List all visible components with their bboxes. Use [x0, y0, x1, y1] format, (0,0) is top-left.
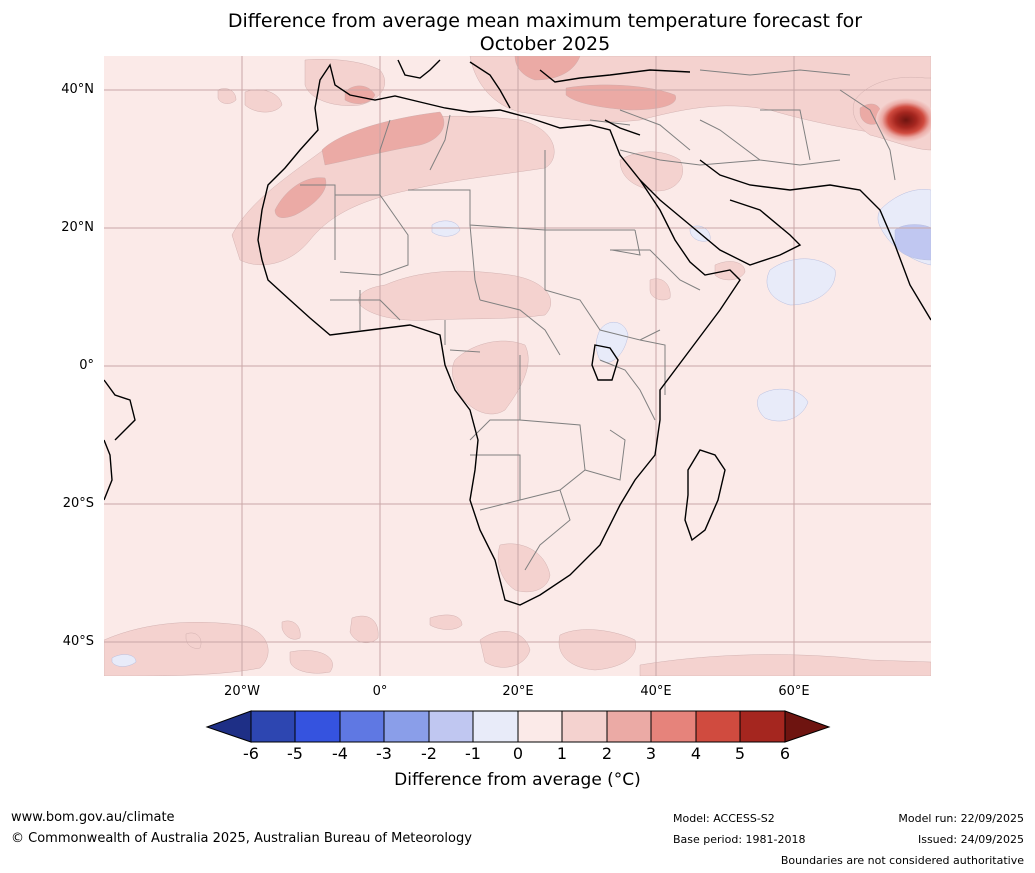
colorbar-swatch [429, 711, 474, 742]
colorbar-swatch [518, 711, 563, 742]
colorbar-swatch [696, 711, 741, 742]
colorbar-tick: 2 [601, 744, 613, 763]
lat-label-20s: 20°S [62, 496, 94, 511]
footer-website-link[interactable]: www.bom.gov.au/climate [11, 810, 175, 825]
title-line-1: Difference from average mean maximum tem… [227, 10, 863, 32]
lon-label-20e: 20°E [502, 684, 534, 699]
lon-label-20w: 20°W [224, 684, 260, 699]
colorbar-tick: 6 [779, 744, 791, 763]
lat-label-40n: 40°N [61, 82, 94, 97]
lon-label-40e: 40°E [640, 684, 672, 699]
title-line-2: October 2025 [479, 33, 611, 55]
colorbar-tick: -2 [421, 744, 437, 763]
colorbar-label: Difference from average (°C) [394, 770, 641, 790]
colorbar-swatch [740, 711, 785, 742]
chart-title: Difference from average mean maximum tem… [150, 10, 940, 56]
colorbar-tick: -4 [332, 744, 348, 763]
colorbar-swatch [562, 711, 607, 742]
colorbar-swatch [473, 711, 518, 742]
footer-disclaimer: Boundaries are not considered authoritat… [780, 854, 1024, 867]
hotspot-core [876, 98, 931, 142]
colorbar-tick: 4 [690, 744, 702, 763]
colorbar-tick: -3 [376, 744, 392, 763]
colorbar-tick: 5 [734, 744, 746, 763]
colorbar-swatch [384, 711, 429, 742]
colorbar-tick: -6 [243, 744, 259, 763]
colorbar-swatch [651, 711, 696, 742]
colorbar-swatch [340, 711, 385, 742]
lon-label-60e: 60°E [778, 684, 810, 699]
colorbar-dividers [294, 711, 741, 742]
colorbar [205, 710, 831, 743]
footer-base-period: Base period: 1981-2018 [673, 833, 806, 846]
footer-model-run: Model run: 22/09/2025 [898, 812, 1024, 825]
colorbar-tick: 0 [512, 744, 524, 763]
footer-issued: Issued: 24/09/2025 [917, 833, 1024, 846]
colorbar-tick: -1 [465, 744, 481, 763]
anomaly-2-3-zones [274, 56, 882, 218]
lon-label-0: 0° [372, 684, 388, 699]
lat-label-equator: 0° [79, 358, 94, 373]
colorbar-tick: -5 [287, 744, 303, 763]
colorbar-tick: 1 [556, 744, 568, 763]
country-borders [300, 69, 896, 571]
footer-model: Model: ACCESS-S2 [673, 812, 775, 825]
footer-copyright: © Commonwealth of Australia 2025, Austra… [11, 831, 472, 846]
lat-label-20n: 20°N [61, 220, 94, 235]
colorbar-swatch [607, 711, 652, 742]
colorbar-swatch [251, 711, 296, 742]
coastlines [104, 59, 931, 606]
anomaly-negative-zones [111, 189, 931, 667]
colorbar-min-arrow [205, 710, 252, 743]
anomaly-hotspot [876, 98, 931, 142]
lat-label-40s: 40°S [62, 634, 94, 649]
colorbar-max-arrow [784, 710, 831, 743]
colorbar-swatch [295, 711, 340, 742]
map-area [104, 56, 931, 676]
colorbar-tick: 3 [645, 744, 657, 763]
